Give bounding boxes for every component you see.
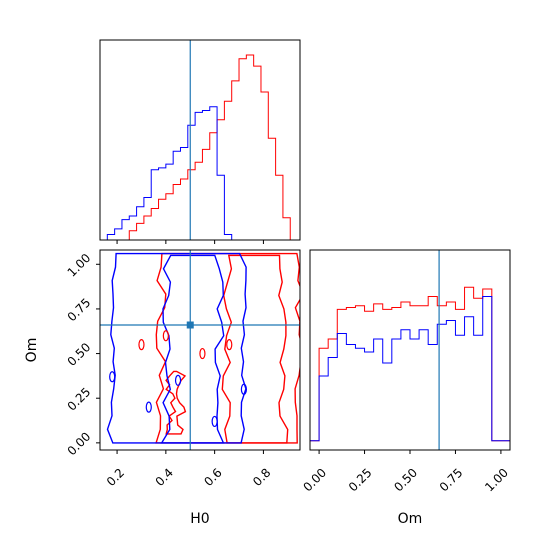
om-hist-blue <box>309 295 511 450</box>
om-histograms <box>309 286 511 450</box>
om-tick-label: 0.00 <box>65 429 94 458</box>
h0-tick-label: 0.8 <box>250 466 273 489</box>
h0-tick-label: 0.6 <box>201 466 224 489</box>
om-axis-ticks: 0.00 0.25 0.50 0.75 1.00 <box>65 251 100 458</box>
contour-red-level-2 <box>221 254 289 444</box>
contour-island <box>162 330 169 342</box>
om-marginal-ticks: 0.00 0.25 0.50 0.75 1.00 <box>300 450 511 494</box>
om-marginal-tick-label: 0.25 <box>346 466 375 495</box>
om-tick-label: 0.25 <box>65 385 94 414</box>
h0-marginal-frame <box>99 39 301 241</box>
contour-red-level-3 <box>165 370 187 435</box>
om-tick-label: 1.00 <box>65 251 94 280</box>
h0-axis-ticks: 0.2 0.4 0.6 0.8 <box>104 450 274 489</box>
h0-marginal-panel <box>99 39 301 244</box>
truth-crosshair <box>100 250 300 450</box>
contour-blue-level-2 <box>160 254 225 444</box>
h0-tick-label: 0.4 <box>153 466 176 489</box>
contour-red-level-1 <box>155 252 300 444</box>
om-marginal-tick-label: 0.50 <box>391 466 420 495</box>
x-axis-label-om: Om <box>398 511 423 527</box>
contour-island <box>174 374 182 386</box>
om-hist-red <box>309 286 511 450</box>
om-tick-label: 0.50 <box>65 340 94 369</box>
contour-island <box>199 347 206 360</box>
contour-island <box>211 415 218 428</box>
om-marginal-panel: 0.00 0.25 0.50 0.75 1.00 Om <box>300 249 511 527</box>
h0-histograms <box>100 54 291 241</box>
x-axis-label-h0: H0 <box>190 511 209 527</box>
h0-hist-blue <box>100 106 291 241</box>
y-axis-label-om: Om <box>24 338 40 363</box>
contour-panel: 0.2 0.4 0.6 0.8 0.00 0.25 0.50 0.75 1.00 H0 Om <box>24 249 301 527</box>
om-marginal-tick-label: 0.00 <box>300 466 329 495</box>
contours <box>106 252 300 444</box>
h0-hist-red <box>100 54 291 241</box>
om-marginal-tick-label: 1.00 <box>482 466 511 495</box>
om-marginal-tick-label: 0.75 <box>437 466 466 495</box>
om-tick-label: 0.75 <box>65 295 94 324</box>
contour-island <box>145 401 152 413</box>
contour-island <box>240 383 248 395</box>
contour-frame <box>99 249 301 451</box>
contour-island <box>109 371 116 383</box>
om-marginal-frame <box>309 249 511 451</box>
contour-island <box>226 339 233 351</box>
contour-island <box>138 339 145 351</box>
h0-tick-label: 0.2 <box>104 466 127 489</box>
h0-marginal-ticks <box>116 240 264 244</box>
truth-marker <box>186 321 194 329</box>
